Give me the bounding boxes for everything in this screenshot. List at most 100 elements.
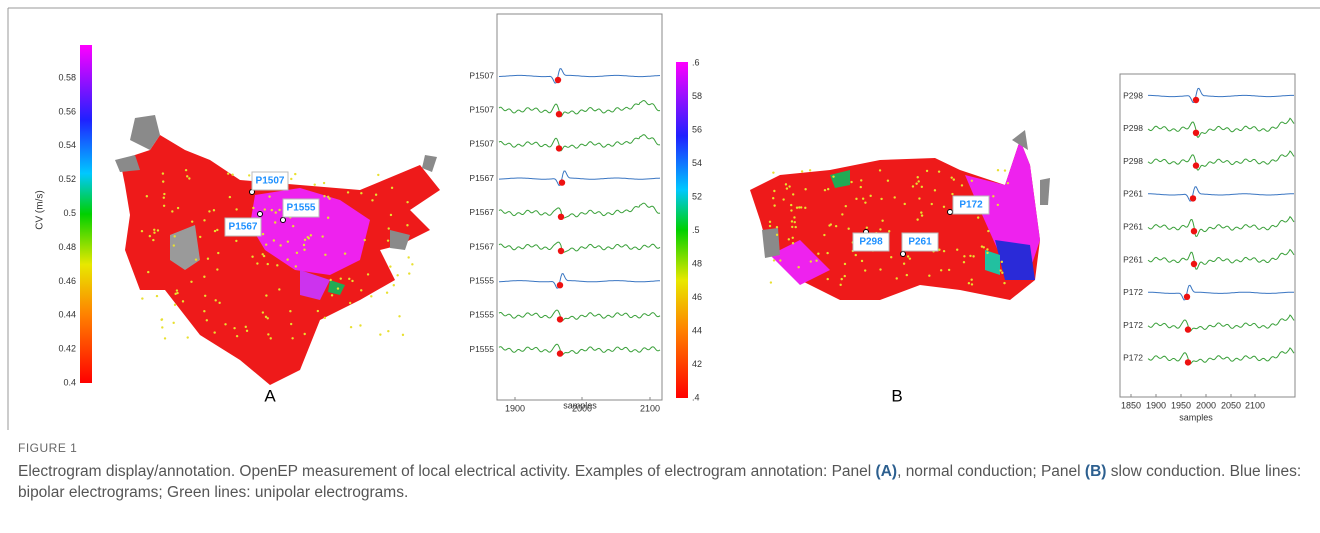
mapping-point [337, 287, 339, 289]
bipolar-trace [1148, 187, 1294, 201]
mapping-point [172, 322, 174, 324]
point-label: P261 [902, 233, 938, 251]
mapping-point [917, 176, 919, 178]
mapping-point [792, 242, 794, 244]
mapping-point [855, 254, 857, 256]
mapping-point [389, 265, 391, 267]
mapping-point [367, 273, 369, 275]
mapping-point [951, 176, 953, 178]
colorbar-tick-label: 56 [692, 124, 702, 134]
mapping-point [826, 252, 828, 254]
annotation-marker [1193, 162, 1199, 168]
bipolar-trace [1148, 88, 1294, 102]
mapping-point [906, 274, 908, 276]
mapping-point [275, 211, 277, 213]
x-tick-label: 2100 [1245, 400, 1265, 410]
mapping-point [970, 278, 972, 280]
point-label-text: P172 [959, 200, 983, 211]
trace-label: P172 [1123, 287, 1143, 297]
caption-text: (A) [876, 463, 898, 480]
mapping-point [274, 221, 276, 223]
colorbar-tick-label: 52 [692, 191, 702, 201]
trace-label: P1567 [469, 207, 494, 217]
mapping-point [163, 197, 165, 199]
trace-label: P1507 [469, 104, 494, 114]
mapping-point [289, 310, 291, 312]
x-tick-label: 1900 [1146, 400, 1166, 410]
mapping-point [981, 245, 983, 247]
mapping-point [290, 178, 292, 180]
colorbar-tick-label: 0.54 [58, 140, 76, 150]
mapping-point [961, 184, 963, 186]
mapping-point [231, 173, 233, 175]
mapping-point [934, 189, 936, 191]
trace-label: P298 [1123, 156, 1143, 166]
mapping-point [407, 256, 409, 258]
annotation-marker [1184, 294, 1190, 300]
mapping-point [245, 326, 247, 328]
mapping-point [888, 230, 890, 232]
colorbar-tick-label: 0.44 [58, 310, 76, 320]
unipolar-trace [1148, 217, 1294, 237]
atrial-map [115, 115, 440, 385]
mapping-point [265, 294, 267, 296]
figure: CV (m/s) 0.580.560.540.520.50.480.460.44… [0, 0, 1320, 430]
trace-label: P298 [1123, 123, 1143, 133]
mapping-point [880, 198, 882, 200]
mapping-point [387, 239, 389, 241]
mapping-point [396, 274, 398, 276]
mapping-point [377, 174, 379, 176]
mapping-point [963, 255, 965, 257]
mapping-point [287, 240, 289, 242]
bipolar-trace [1148, 285, 1294, 300]
mapping-point [235, 208, 237, 210]
mapping-point [881, 219, 883, 221]
mapping-point [1001, 261, 1003, 263]
mapping-point [938, 249, 940, 251]
mapping-point [909, 257, 911, 259]
mapping-point [276, 264, 278, 266]
mapping-point [972, 255, 974, 257]
colorbar-tick-label: 0.46 [58, 276, 76, 286]
colorbar-tick-label: 0.56 [58, 106, 76, 116]
colorbar-tick-label: 0.58 [58, 72, 76, 82]
mapping-point [920, 211, 922, 213]
mapping-point [862, 198, 864, 200]
bipolar-trace [499, 274, 660, 289]
point-label: P1567 [225, 218, 261, 236]
mapping-point [791, 220, 793, 222]
mapping-point [999, 269, 1001, 271]
mapping-point [218, 302, 220, 304]
mapping-point [782, 198, 784, 200]
mapping-point [800, 206, 802, 208]
mapping-point [265, 243, 267, 245]
unipolar-trace [499, 310, 660, 321]
mapping-point [793, 216, 795, 218]
caption-text: Electrogram display/annotation. OpenEP m… [18, 463, 876, 480]
colorbar-tick-label: 48 [692, 258, 702, 268]
trace-label: P1555 [469, 310, 494, 320]
mapping-point [328, 197, 330, 199]
mapping-point [860, 186, 862, 188]
colorbar-tick-label: .4 [692, 392, 700, 402]
mapping-point [207, 258, 209, 260]
mapping-point [256, 262, 258, 264]
annotation-marker [559, 179, 565, 185]
mapping-point [890, 256, 892, 258]
annotation-marker [1191, 228, 1197, 234]
annotation-marker [1190, 195, 1196, 201]
mapping-point [844, 263, 846, 265]
mapping-point [850, 181, 852, 183]
point-label: P172 [953, 196, 989, 214]
mapping-point [776, 234, 778, 236]
mapping-point [324, 254, 326, 256]
mapping-point [278, 209, 280, 211]
point-label-text: P1567 [229, 222, 258, 233]
mapping-point [360, 192, 362, 194]
mapping-point [267, 263, 269, 265]
mapping-point [847, 227, 849, 229]
mapping-point [270, 337, 272, 339]
mapping-point [968, 282, 970, 284]
point-marker [281, 218, 286, 223]
colorbar-tick-label: 58 [692, 91, 702, 101]
